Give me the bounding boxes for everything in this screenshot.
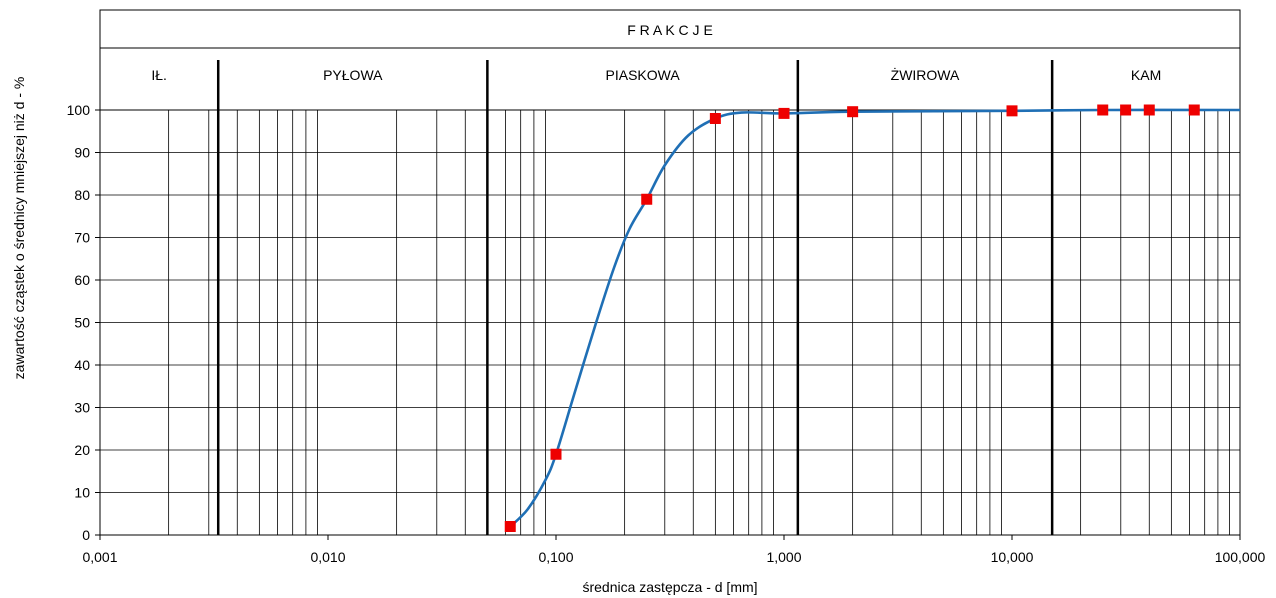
data-point-marker [709,113,721,124]
x-tick-label: 0,001 [82,549,117,565]
x-axis-label: średnica zastępcza - d [mm] [582,579,757,595]
y-axis: 0 10 20 30 40 50 60 70 80 90 100 [67,102,100,543]
grid [100,109,1240,536]
x-tick-label: 0,010 [310,549,345,565]
fractions-header: F R A K C J E IŁ. PYŁOWA PIASKOWA ŻWIROWA KA… [99,9,1241,535]
data-point-marker [1006,105,1018,117]
x-tick-label: 1,000 [766,549,801,565]
grading-curve [509,108,1241,528]
x-tick-label: 0,100 [538,549,573,565]
fraction-label: PIASKOWA [606,67,681,83]
y-tick-label: 20 [74,442,90,458]
header-title: F R A K C J E [627,22,713,38]
y-axis-label: zawartość cząstek o średnicy mniejszej n… [11,77,27,380]
data-point-marker [641,193,653,205]
fraction-labels: IŁ. PYŁOWA PIASKOWA ŻWIROWA KAM [151,66,1161,83]
fraction-label: KAM [1131,67,1161,83]
data-points [504,104,1200,532]
data-point-marker [504,521,516,532]
x-axis: 0,001 0,010 0,100 1,000 10,000 100,000 [82,535,1266,565]
data-point-marker [1143,104,1155,116]
y-tick-label: 10 [74,485,90,501]
y-tick-label: 50 [74,315,90,331]
y-tick-label: 100 [67,102,91,118]
fraction-label: IŁ. [151,67,167,83]
data-point-marker [778,107,790,119]
y-tick-label: 70 [74,230,90,246]
y-tick-label: 30 [74,400,90,416]
x-tick-label: 100,000 [1215,549,1266,565]
fraction-label: PYŁOWA [323,67,383,83]
data-point-marker [1188,104,1200,116]
fraction-label: ŻWIROWA [891,66,960,83]
y-tick-label: 60 [74,272,90,288]
y-tick-label: 90 [74,145,90,161]
data-point-marker [1120,104,1132,116]
data-point-marker [1097,104,1109,116]
x-tick-label: 10,000 [991,549,1034,565]
y-tick-label: 40 [74,357,90,373]
data-point-marker [550,448,562,460]
y-tick-label: 80 [74,187,90,203]
y-tick-label: 0 [82,527,90,543]
fraction-boundaries [216,60,1054,535]
data-point-marker [847,106,859,118]
